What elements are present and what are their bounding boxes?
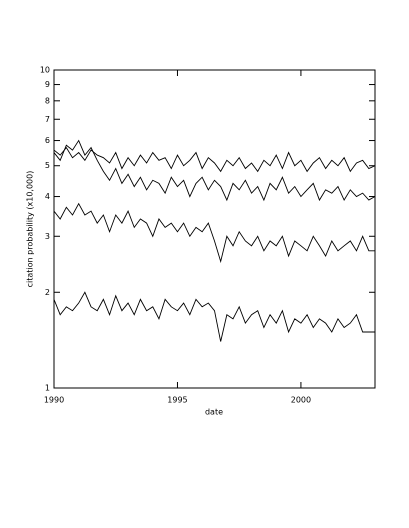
y-tick-label: 2 xyxy=(45,288,50,297)
plot-frame xyxy=(53,69,376,389)
x-tick-label: 1990 xyxy=(44,396,64,405)
y-tick-label: 7 xyxy=(45,115,50,124)
y-tick-label: 6 xyxy=(45,136,50,145)
x-axis-label: date xyxy=(205,408,223,417)
data-line xyxy=(53,146,376,173)
y-tick-label: 9 xyxy=(45,80,50,89)
y-tick-label: 4 xyxy=(45,192,50,201)
y-tick-label: 10 xyxy=(40,66,50,75)
x-tick-label: 1995 xyxy=(167,396,187,405)
data-line xyxy=(53,291,375,342)
y-tick-label: 3 xyxy=(45,232,50,241)
y-tick-label: 5 xyxy=(45,161,50,170)
x-tick-label: 2000 xyxy=(291,396,311,405)
y-tick-label: 8 xyxy=(45,96,50,105)
y-tick-label: 1 xyxy=(45,384,50,393)
y-axis-label: citation probability (x10,000) xyxy=(26,171,35,288)
data-line xyxy=(53,139,376,202)
data-line xyxy=(53,202,375,264)
